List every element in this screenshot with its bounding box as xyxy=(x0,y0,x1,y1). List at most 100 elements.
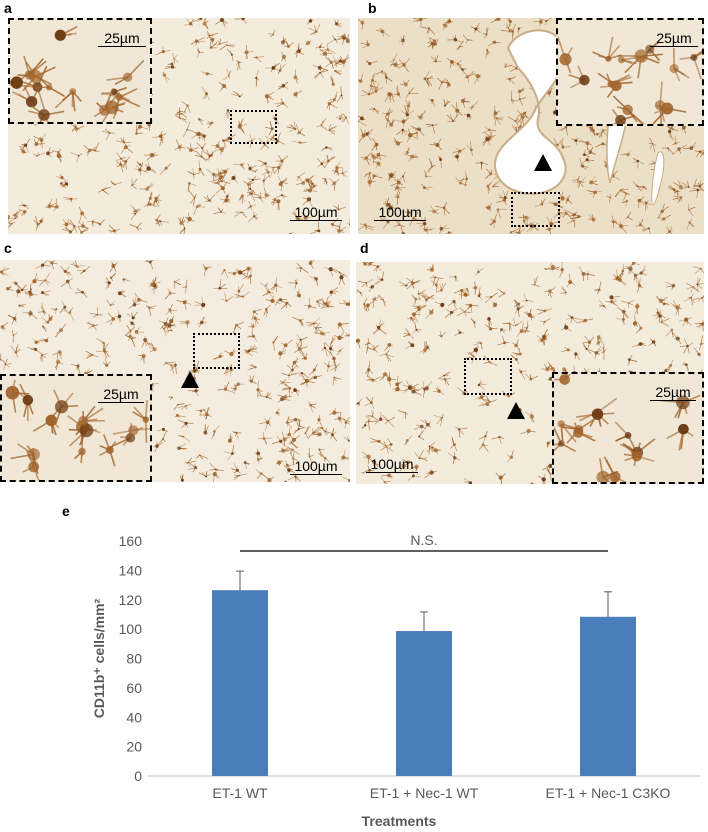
stained-cell xyxy=(60,277,73,290)
stained-cell xyxy=(665,360,674,373)
stained-cell xyxy=(560,139,571,149)
stained-cell xyxy=(336,347,344,356)
stained-cell xyxy=(5,379,30,413)
stained-cell xyxy=(419,341,427,353)
stained-cell xyxy=(496,193,508,206)
stained-cell xyxy=(422,226,435,234)
bar xyxy=(580,616,636,776)
stained-cell xyxy=(308,23,321,36)
stained-cell xyxy=(369,107,380,115)
stained-cell xyxy=(330,428,338,442)
stained-cell xyxy=(18,303,26,308)
stained-cell xyxy=(588,214,596,222)
lesion-arrowhead xyxy=(534,154,552,171)
inset-texture xyxy=(558,36,702,124)
stained-cell xyxy=(221,292,234,303)
stained-cell xyxy=(231,90,244,98)
stained-cell xyxy=(510,354,520,365)
stained-cell xyxy=(553,137,564,147)
stained-cell xyxy=(308,402,317,413)
stained-cell xyxy=(114,310,122,322)
stained-cell xyxy=(487,40,501,47)
stained-cell xyxy=(130,207,142,220)
stained-cell xyxy=(215,18,228,28)
stained-cell xyxy=(203,424,209,435)
stained-cell xyxy=(99,434,117,467)
stained-cell xyxy=(652,309,663,324)
stained-cell xyxy=(37,272,51,286)
stained-cell xyxy=(129,222,143,231)
y-tick-label: 160 xyxy=(119,533,143,549)
stained-cell xyxy=(122,278,131,283)
stained-cell xyxy=(490,18,501,24)
stained-cell xyxy=(665,281,676,290)
stained-cell xyxy=(456,59,462,68)
stained-cell xyxy=(402,383,419,391)
stained-cell xyxy=(168,315,175,325)
stained-cell xyxy=(598,334,605,345)
stained-cell xyxy=(369,72,377,88)
stained-cell xyxy=(657,214,672,221)
stained-cell xyxy=(93,88,121,118)
stained-cell xyxy=(592,36,622,62)
stained-cell xyxy=(259,416,272,431)
stained-cell xyxy=(224,348,237,357)
stained-cell xyxy=(384,343,393,352)
stained-cell xyxy=(59,179,68,189)
stained-cell xyxy=(560,346,572,353)
stained-cell xyxy=(358,128,371,143)
stained-cell xyxy=(576,318,594,324)
stained-cell xyxy=(478,398,490,407)
stained-cell xyxy=(281,51,287,62)
stained-cell xyxy=(358,74,364,83)
stained-cell xyxy=(622,263,634,275)
stained-cell xyxy=(206,31,218,39)
stained-cell xyxy=(499,328,507,334)
stained-cell xyxy=(617,272,628,286)
stained-cell xyxy=(333,57,344,67)
stained-cell xyxy=(263,304,271,318)
stained-cell xyxy=(209,41,218,49)
stained-cell xyxy=(447,451,461,465)
stained-cell xyxy=(296,262,309,274)
stained-cell xyxy=(176,111,187,118)
stained-cell xyxy=(560,323,572,332)
stained-cell xyxy=(365,409,378,421)
stained-cell xyxy=(371,264,382,272)
stained-cell xyxy=(55,323,66,338)
stained-cell xyxy=(686,219,695,230)
stained-cell xyxy=(54,88,82,112)
stained-cell xyxy=(188,190,197,207)
stained-cell xyxy=(286,362,298,376)
stained-cell xyxy=(203,194,216,203)
stained-cell xyxy=(218,81,227,92)
stained-cell xyxy=(106,312,116,326)
stained-cell xyxy=(304,426,310,440)
stained-cell xyxy=(265,62,281,73)
stained-cell xyxy=(370,152,382,165)
stained-cell xyxy=(409,211,419,226)
stained-cell xyxy=(328,91,338,104)
stained-cell xyxy=(33,216,43,231)
stained-cell xyxy=(254,192,267,203)
stained-cell xyxy=(428,98,436,108)
stained-cell xyxy=(138,353,146,364)
stained-cell xyxy=(109,261,119,273)
stained-cell xyxy=(461,70,476,83)
stained-cell xyxy=(116,289,127,298)
stained-cell xyxy=(225,363,233,377)
stained-cell xyxy=(438,155,443,169)
stained-cell xyxy=(620,151,631,157)
stained-cell xyxy=(430,55,442,63)
stained-cell xyxy=(67,219,77,234)
stained-cell xyxy=(579,139,593,151)
stained-cell xyxy=(444,231,453,234)
stained-cell xyxy=(270,277,283,293)
stained-cell xyxy=(202,263,213,276)
stained-cell xyxy=(369,458,379,468)
stained-cell xyxy=(106,59,145,85)
stained-cell xyxy=(321,177,328,185)
stained-cell xyxy=(275,154,289,166)
stained-cell xyxy=(687,203,696,216)
stained-cell xyxy=(277,394,291,403)
